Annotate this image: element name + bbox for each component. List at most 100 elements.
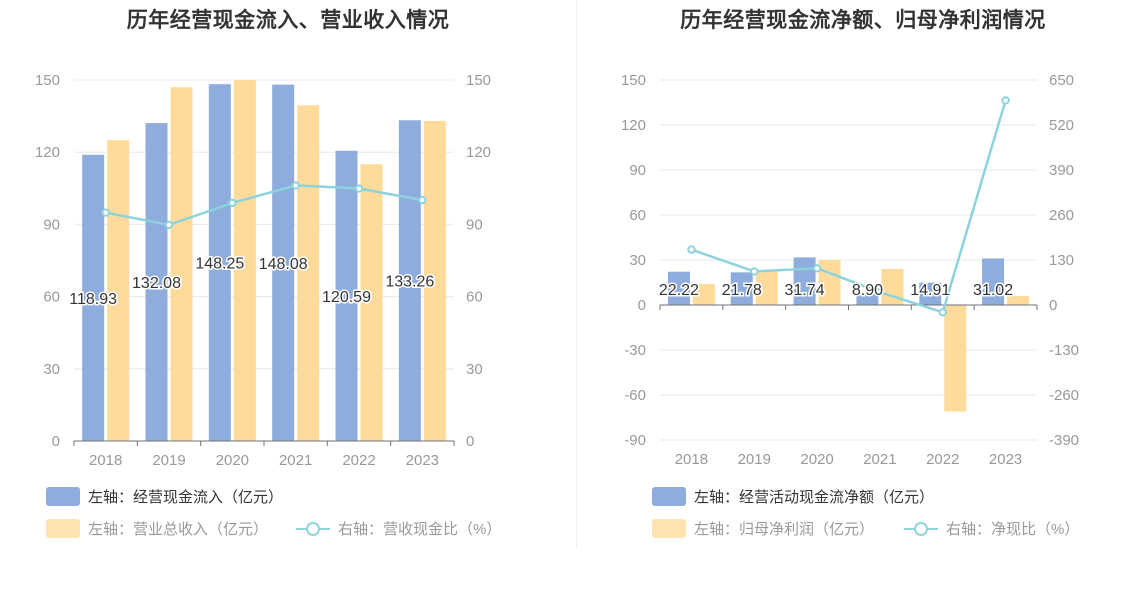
bar-secondary (881, 269, 904, 305)
y-left-tick-label: -90 (624, 432, 646, 449)
bar-secondary (170, 87, 193, 441)
x-tick-label: 2023 (406, 452, 439, 469)
data-label: 133.26 (385, 274, 434, 291)
bar-primary (856, 291, 879, 305)
x-tick-label: 2019 (738, 451, 771, 468)
x-tick-label: 2020 (216, 452, 249, 469)
line-point (228, 198, 237, 208)
x-tick-label: 2019 (152, 452, 185, 469)
line-point (354, 184, 364, 193)
x-tick-label: 2022 (926, 451, 959, 468)
bar-primary (208, 84, 231, 441)
legend-swatch-orange (46, 519, 80, 538)
legend-item-revenue[interactable]: 左轴：营业总收入（亿元） (46, 518, 268, 539)
y-left-tick-label: 60 (43, 289, 60, 306)
legend-label: 左轴：归母净利润（亿元） (694, 521, 875, 538)
legend-item-cash-ratio[interactable]: 右轴：营收现金比（%） (296, 518, 501, 539)
y-left-tick-label: -60 (624, 387, 646, 404)
series-line (691, 100, 1007, 314)
legend-item-cash-inflow[interactable]: 左轴：经营现金流入（亿元） (46, 486, 283, 507)
series-line (105, 184, 423, 227)
legend-item-net-cash-flow[interactable]: 左轴：经营活动现金流净额（亿元） (652, 486, 934, 507)
y-right-tick-label: 520 (1049, 117, 1074, 134)
line-point (750, 267, 759, 276)
bar-primary (335, 150, 358, 441)
bar-primary (82, 154, 105, 441)
legend-label: 左轴：营业总收入（亿元） (88, 521, 269, 538)
legend-swatch-orange (652, 519, 686, 538)
data-label: 14.91 (910, 282, 950, 299)
y-right-tick-label: 260 (1049, 207, 1074, 224)
chart-title: 历年经营现金流净额、归母净利润情况 (680, 9, 1046, 32)
y-left-tick-label: 30 (629, 252, 646, 269)
y-left-tick-label: 0 (52, 433, 60, 450)
y-right-tick-label: 150 (466, 72, 491, 89)
chart-panel-left: 历年经营现金流入、营业收入情况 0 30 60 90 120 150 0 30 60 90 120 1… (0, 0, 576, 560)
legend-label: 右轴：营收现金比（%） (338, 521, 502, 538)
y-right-tick-label: 130 (1049, 252, 1074, 269)
y-right-tick-label: 120 (466, 144, 491, 161)
data-label: 31.74 (785, 282, 825, 299)
line-point (687, 245, 696, 254)
x-tick-label: 2022 (342, 452, 375, 469)
bar-secondary (360, 164, 383, 441)
bar-primary (730, 272, 753, 305)
x-tick-label: 2018 (89, 452, 122, 469)
y-right-tick-label: 0 (466, 433, 474, 450)
legend-label: 左轴：经营活动现金流净额（亿元） (694, 489, 935, 506)
data-label: 132.08 (132, 275, 181, 292)
x-tick-label: 2020 (800, 451, 833, 468)
y-right-tick-label: 90 (466, 216, 483, 233)
line-point (812, 264, 822, 273)
bar-primary (145, 123, 168, 441)
line-point (875, 287, 885, 297)
legend-item-net-profit[interactable]: 左轴：归母净利润（亿元） (652, 518, 874, 539)
legend-line-icon (296, 519, 330, 538)
y-left-tick-label: 60 (629, 207, 646, 224)
line-point (938, 308, 947, 317)
chart-left-svg: 0 30 60 90 120 150 0 30 60 90 120 150 2018 2019 2020 20… (35, 72, 491, 469)
y-right-tick-label: 650 (1049, 72, 1074, 89)
bar-secondary (233, 80, 256, 441)
data-label: 148.25 (195, 256, 244, 273)
x-tick-label: 2018 (675, 451, 708, 468)
bar-secondary (297, 105, 320, 442)
legend-label: 左轴：经营现金流入（亿元） (88, 489, 284, 506)
y-right-tick-label: -390 (1049, 432, 1079, 449)
legend-line-icon (904, 519, 938, 538)
bar-primary (919, 282, 942, 305)
line-point (418, 195, 427, 205)
y-left-tick-label: 150 (621, 72, 646, 89)
data-label: 148.08 (259, 256, 308, 273)
data-label: 8.90 (852, 282, 883, 299)
data-label: 31.02 (973, 282, 1013, 299)
y-left-tick-label: 90 (43, 216, 60, 233)
y-right-tick-label: -130 (1049, 342, 1079, 359)
y-right-tick-label: 30 (466, 361, 483, 378)
bar-secondary (1007, 296, 1030, 305)
data-label: 22.22 (659, 282, 699, 299)
bar-secondary (755, 271, 778, 305)
y-left-tick-label: 150 (35, 72, 60, 89)
bar-secondary (423, 120, 446, 441)
y-right-tick-label: 60 (466, 289, 483, 306)
y-left-tick-label: 0 (638, 297, 646, 314)
legend-item-net-cash-ratio[interactable]: 右轴：净现比（%） (904, 518, 1079, 539)
y-left-tick-label: 120 (35, 144, 60, 161)
y-right-tick-label: -260 (1049, 387, 1079, 404)
bar-primary (398, 120, 421, 441)
x-tick-label: 2023 (989, 451, 1022, 468)
chart-title: 历年经营现金流入、营业收入情况 (126, 9, 450, 32)
bar-primary (272, 84, 295, 442)
data-label: 21.78 (722, 282, 762, 299)
y-left-tick-label: 120 (621, 117, 646, 134)
legend-swatch-blue (652, 487, 686, 506)
panel-divider (576, 0, 577, 548)
x-tick-label: 2021 (863, 451, 896, 468)
y-right-tick-label: 0 (1049, 297, 1057, 314)
y-right-tick-label: 390 (1049, 162, 1074, 179)
line-point (291, 181, 300, 190)
bar-primary (667, 271, 690, 305)
y-left-tick-label: -30 (624, 342, 646, 359)
line-point (1001, 96, 1010, 105)
